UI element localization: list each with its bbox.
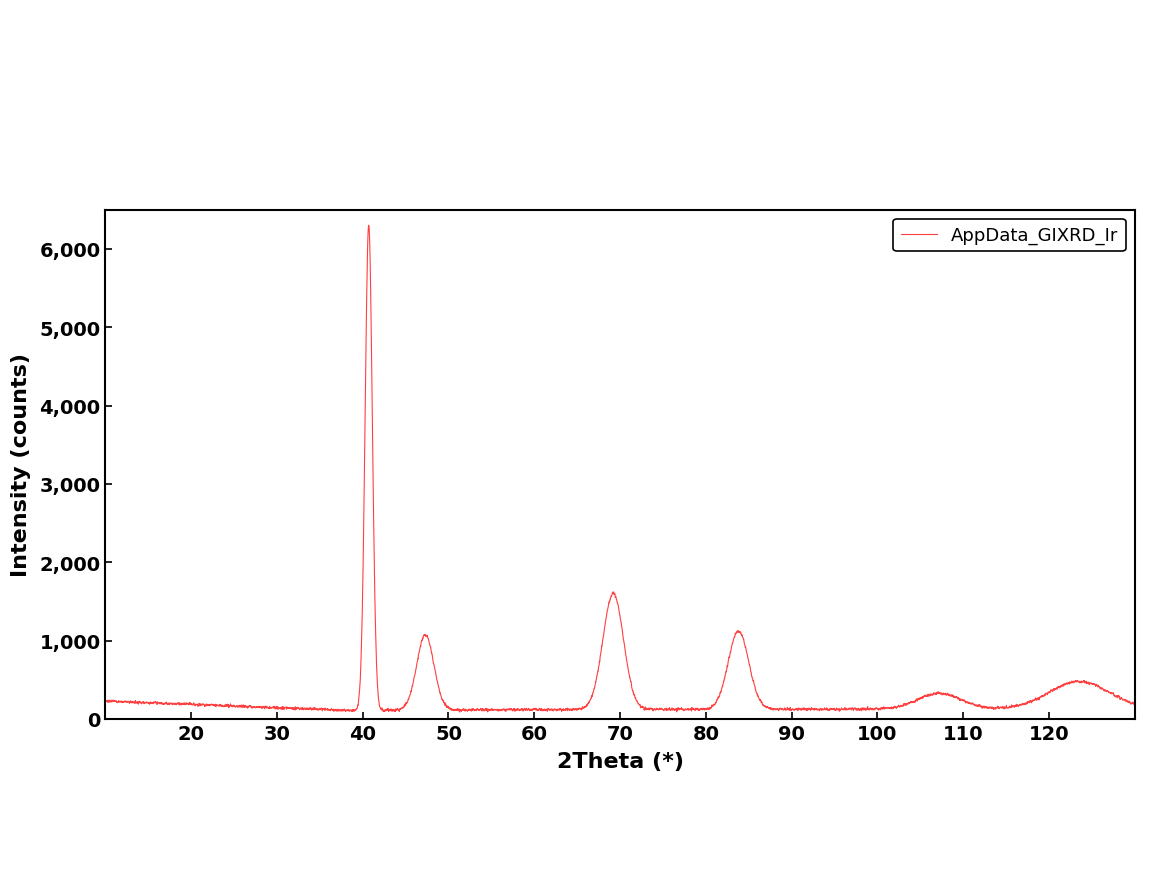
AppData_GIXRD_Ir (1128, 699, 1142, 709)
AppData_GIXRD_Ir (98, 695, 112, 705)
Y-axis label: Intensity (counts): Intensity (counts) (11, 353, 30, 577)
AppData_GIXRD_Ir (453, 707, 467, 717)
Line: AppData_GIXRD_Ir: AppData_GIXRD_Ir (105, 226, 1135, 712)
AppData_GIXRD_Ir (252, 702, 266, 712)
AppData_GIXRD_Ir (626, 686, 640, 696)
AppData_GIXRD_Ir (365, 364, 379, 374)
Legend: AppData_GIXRD_Ir: AppData_GIXRD_Ir (894, 219, 1126, 253)
AppData_GIXRD_Ir (640, 704, 654, 715)
AppData_GIXRD_Ir (152, 697, 166, 708)
AppData_GIXRD_Ir (724, 642, 738, 652)
AppData_GIXRD_Ir (362, 221, 376, 232)
X-axis label: 2Theta (*): 2Theta (*) (557, 752, 683, 771)
